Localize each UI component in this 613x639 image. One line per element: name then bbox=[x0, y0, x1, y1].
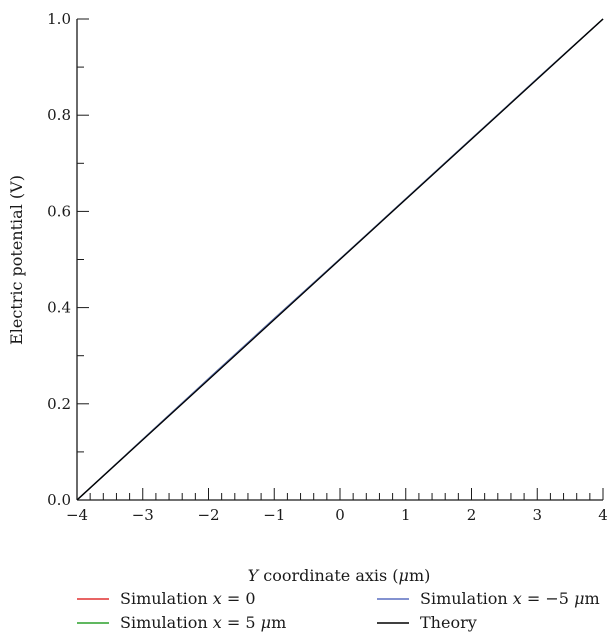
legend-label-0: Simulation x = 0 bbox=[120, 589, 256, 608]
x-tick-label: −3 bbox=[132, 506, 154, 524]
legend-label-2: Simulation x = −5 μm bbox=[420, 589, 600, 608]
x-tick-label: −2 bbox=[197, 506, 219, 524]
x-tick-label: −1 bbox=[263, 506, 285, 524]
y-tick-label: 0.0 bbox=[47, 491, 71, 509]
y-tick-label: 0.4 bbox=[47, 299, 71, 317]
legend-label-1: Simulation x = 5 μm bbox=[120, 613, 286, 632]
y-tick-label: 0.6 bbox=[47, 202, 71, 220]
x-tick-label: 0 bbox=[335, 506, 345, 524]
series-group bbox=[76, 18, 604, 501]
x-tick-label: 2 bbox=[467, 506, 477, 524]
y-axis-title: Electric potential (V) bbox=[7, 175, 26, 345]
y-axis: 0.0 0.2 0.4 0.6 0.8 1.0 bbox=[47, 10, 89, 509]
y-tick-label: 1.0 bbox=[47, 10, 71, 28]
legend-label-3: Theory bbox=[420, 613, 477, 632]
x-tick-label: −4 bbox=[66, 506, 88, 524]
series-line-3 bbox=[76, 18, 604, 501]
x-tick-label: 3 bbox=[532, 506, 542, 524]
x-axis-title: Y coordinate axis (μm) bbox=[248, 566, 431, 585]
y-tick-label: 0.2 bbox=[47, 395, 71, 413]
x-tick-label: 4 bbox=[598, 506, 608, 524]
x-axis: −4 −3 −2 −1 0 1 2 3 4 bbox=[66, 488, 608, 524]
y-tick-label: 0.8 bbox=[47, 106, 71, 124]
x-tick-label: 1 bbox=[401, 506, 411, 524]
legend: Simulation x = 0 Simulation x = −5 μm Simu… bbox=[77, 589, 600, 632]
